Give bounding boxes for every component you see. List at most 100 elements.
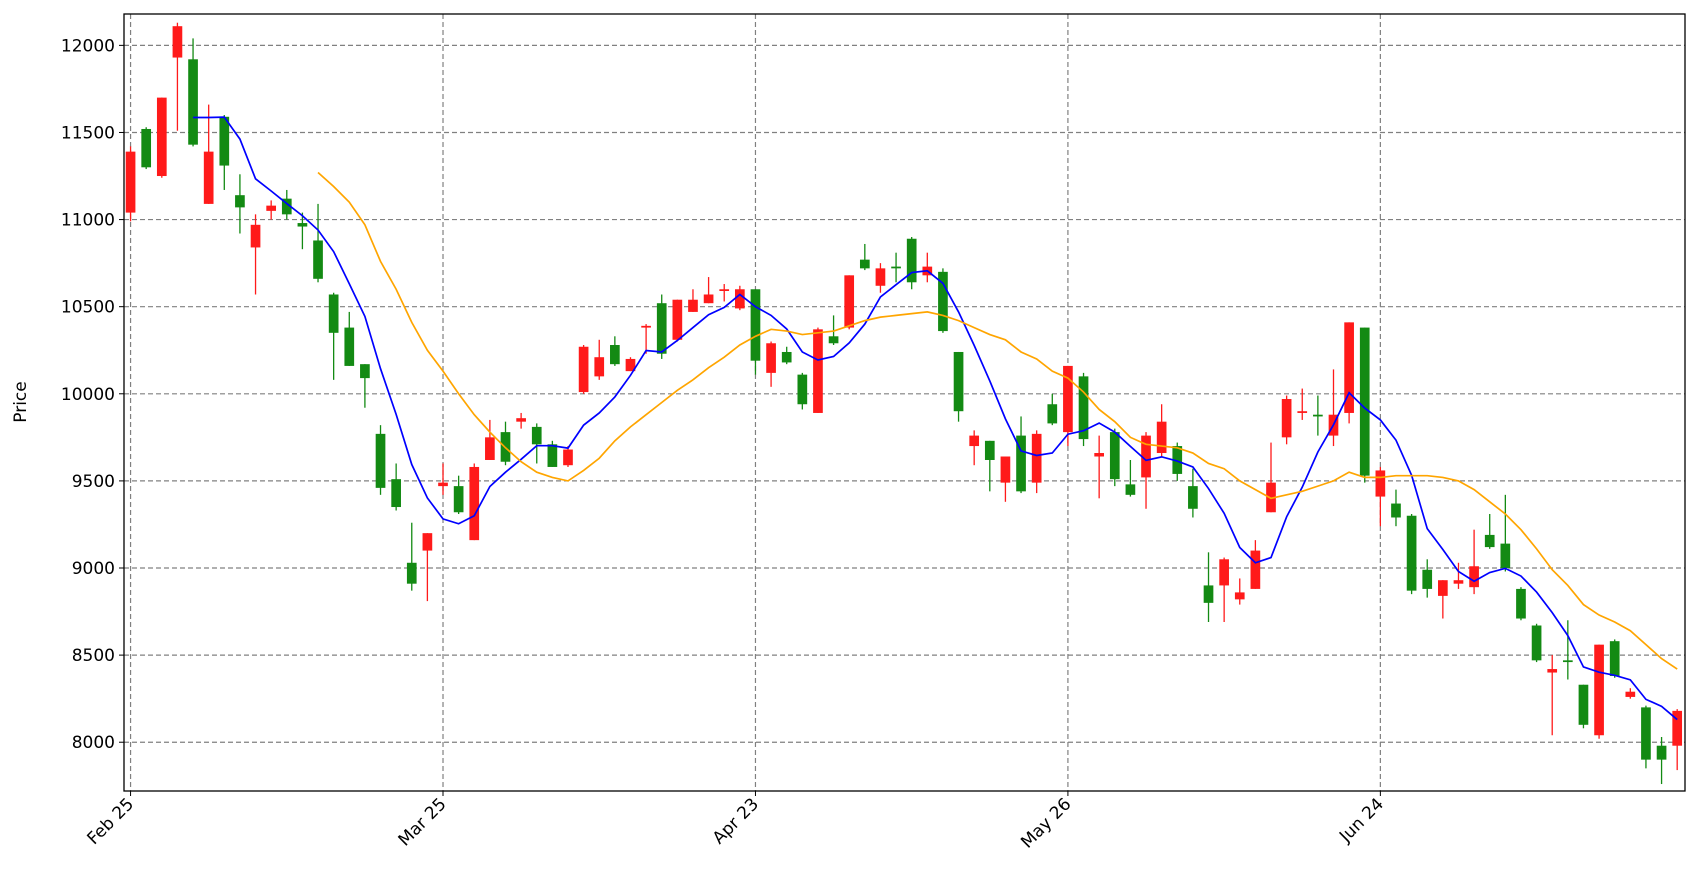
candle-body bbox=[656, 303, 667, 354]
y-tick-label: 9000 bbox=[72, 559, 115, 579]
candle-body bbox=[1594, 644, 1604, 736]
moving-average-line bbox=[193, 116, 1678, 721]
candle-body bbox=[141, 128, 152, 168]
candle-body bbox=[469, 466, 480, 541]
candle-body bbox=[1172, 446, 1183, 474]
candle-body bbox=[1031, 433, 1042, 483]
candle-body bbox=[610, 345, 620, 365]
candle-body bbox=[938, 271, 948, 332]
candle-body bbox=[1141, 435, 1151, 478]
candle-body bbox=[1578, 684, 1589, 725]
x-tick-label: May 26 bbox=[1017, 794, 1075, 852]
candle-body bbox=[156, 97, 167, 177]
plot-frame bbox=[123, 13, 1686, 792]
candle-body bbox=[344, 327, 355, 366]
candle-body bbox=[328, 294, 339, 333]
candle-body bbox=[297, 223, 308, 227]
candle-body bbox=[578, 346, 589, 393]
candle-body bbox=[1375, 470, 1386, 497]
candle-body bbox=[1281, 399, 1292, 438]
candle-body bbox=[1547, 669, 1558, 673]
candle-body bbox=[1047, 404, 1058, 424]
candle-body bbox=[125, 151, 136, 213]
y-tick-label: 10000 bbox=[61, 385, 115, 405]
candle-body bbox=[1531, 625, 1542, 661]
candle-body bbox=[485, 437, 495, 460]
candle-body bbox=[1094, 453, 1104, 457]
candle-body bbox=[625, 358, 636, 372]
candle-body bbox=[1469, 566, 1479, 588]
candle-body bbox=[422, 533, 433, 551]
y-tick-label: 10500 bbox=[61, 298, 115, 318]
candle-body bbox=[219, 116, 230, 166]
candle-body bbox=[1297, 411, 1308, 413]
candle-body bbox=[360, 364, 370, 379]
candle-body bbox=[375, 433, 386, 488]
candle-body bbox=[766, 343, 776, 373]
candle-body bbox=[1500, 543, 1511, 569]
candle-body bbox=[703, 294, 714, 304]
y-tick-label: 12000 bbox=[61, 36, 115, 56]
candle-body bbox=[1641, 707, 1651, 760]
candle-body bbox=[1125, 484, 1136, 495]
x-tick-label: Apr 23 bbox=[709, 794, 763, 848]
candle-body bbox=[875, 268, 886, 286]
candle-body bbox=[1484, 534, 1495, 548]
y-tick-label: 8500 bbox=[72, 646, 115, 666]
candle-body bbox=[781, 351, 792, 363]
candle-body bbox=[1359, 327, 1370, 476]
candle-body bbox=[1672, 710, 1683, 746]
candle-body bbox=[1406, 515, 1417, 591]
candle-body bbox=[1438, 580, 1448, 596]
candle-body bbox=[594, 357, 605, 377]
candle-body bbox=[1234, 592, 1245, 600]
candle-body bbox=[1562, 660, 1573, 663]
candle-body bbox=[438, 482, 448, 487]
candle-body bbox=[1625, 691, 1636, 697]
candle-body bbox=[563, 449, 573, 466]
ticks: 8000 8500 9000 9500 10000 10500 11000 11500 1200… bbox=[61, 36, 1388, 852]
candle-body bbox=[1609, 641, 1620, 677]
candle-body bbox=[734, 289, 745, 309]
candle-body bbox=[203, 151, 214, 204]
candle-body bbox=[828, 336, 839, 344]
candle-body bbox=[453, 486, 464, 513]
candle-body bbox=[406, 562, 417, 584]
x-tick-label: Jun 24 bbox=[1335, 794, 1388, 847]
candle-body bbox=[1219, 559, 1229, 586]
candle-body bbox=[235, 195, 245, 208]
candle-body bbox=[984, 440, 995, 460]
candle-body bbox=[1078, 376, 1089, 440]
grid bbox=[124, 14, 1685, 791]
candle-body bbox=[1344, 322, 1354, 413]
candle-body bbox=[1422, 569, 1433, 589]
candle-body bbox=[547, 444, 558, 467]
candle-body bbox=[1000, 456, 1011, 483]
candle-body bbox=[1156, 421, 1167, 454]
y-tick-label: 9500 bbox=[72, 472, 115, 492]
candle-body bbox=[281, 198, 292, 215]
y-tick-label: 11500 bbox=[61, 123, 115, 143]
candle-body bbox=[969, 435, 980, 447]
candle-body bbox=[1016, 435, 1026, 492]
candle-body bbox=[1250, 550, 1261, 589]
candle-body bbox=[750, 289, 761, 361]
candle-body bbox=[1391, 503, 1401, 518]
candle-body bbox=[1453, 580, 1464, 584]
candle-body bbox=[641, 325, 651, 328]
moving-average-line bbox=[317, 171, 1678, 670]
candle-body bbox=[813, 329, 823, 413]
candle-body bbox=[1109, 432, 1120, 480]
candle-body bbox=[188, 59, 198, 145]
candle-body bbox=[313, 240, 323, 279]
candle-body bbox=[688, 299, 698, 312]
candle-body bbox=[1203, 585, 1214, 603]
candle-body bbox=[906, 238, 917, 283]
candle-body bbox=[797, 374, 808, 405]
candle-body bbox=[266, 205, 277, 211]
x-tick-label: Mar 25 bbox=[395, 794, 451, 850]
candle-body bbox=[672, 299, 683, 340]
candle-body bbox=[859, 259, 870, 269]
candle-body bbox=[1313, 414, 1323, 417]
